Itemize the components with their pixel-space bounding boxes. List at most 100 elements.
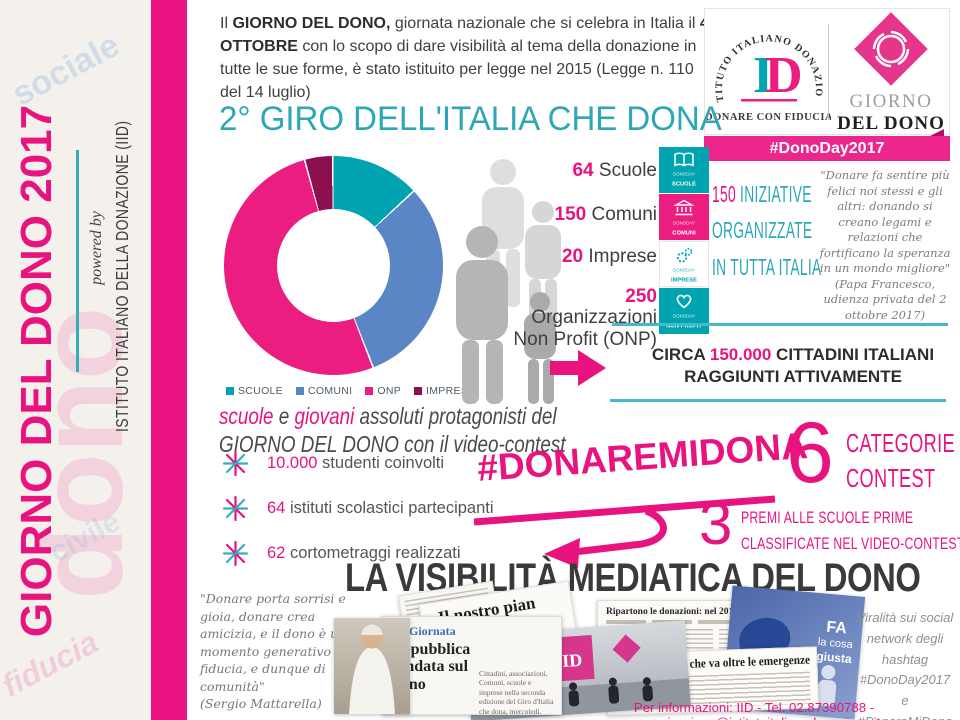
contest-prizes-number: 3 [699,490,733,557]
swoosh-arrow-icon [473,495,776,568]
tv1-id-logo: ID [562,650,583,671]
bullet-row: 10.000 studenti coinvolti [222,450,494,477]
protag-text: assoluti protagonisti del [354,403,557,429]
people-silhouettes [456,159,561,404]
quote-source: (Sergio Mattarella) [200,696,322,711]
stat-label: Scuole [593,160,657,181]
donoday-tile: DONODAY SCUOLE [659,147,709,193]
iid-letter-d: D [765,47,803,104]
pope-photo [334,618,410,714]
pink-vertical-bar [151,0,187,720]
powered-by-label: powered by [88,211,105,285]
gdd-word-deldono: DEL DONO [837,113,945,134]
contest-label: PREMI ALLE SCUOLE PRIME [741,508,914,527]
stat-row: 150 Comuni [497,204,657,226]
bullet-label: studenti coinvolti [317,454,445,472]
legend-label: COMUNI [307,385,353,397]
protag-text: GIORNO DEL DONO [219,431,399,458]
gears-icon [676,248,693,263]
iniziative-line: ORGANIZZATE [712,217,813,244]
sidebar-divider-line [76,150,79,372]
reach-text: CIRCA [651,345,710,364]
tile-top-label: DONODAY [673,220,695,226]
bullet-row: 64 istituti scolastici partecipanti [222,495,494,522]
giorno-del-dono-logo: GIORNO DEL DONO [837,12,945,134]
iniziative-block: 150 INIZIATIVE ORGANIZZATE IN TUTTA ITAL… [712,176,822,285]
legend-swatch [226,387,234,395]
news-clipping-la-giornata: La Giornata Repubblica fondata sul dono … [382,616,562,716]
donoday-banner: #DonoDay2017 [704,129,950,161]
clipping-body: Cittadini, associazioni, Comuni, scuole … [479,669,554,716]
reach-statement: CIRCA 150.000 CITTADINI ITALIANI RAGGIUN… [634,344,952,389]
stat-row: 64 Scuole [497,160,657,182]
legend-swatch [295,387,304,395]
donut-chart [224,156,443,375]
tv2-line: giusta [815,649,853,667]
stat-value: 64 [572,160,594,181]
intro-text: giornata nazionale che si celebra in Ita… [390,15,700,32]
stat-label: Non Profit (ONP) [513,329,657,351]
bank-icon [673,199,695,216]
stat-label: Comuni [586,203,657,225]
protag-text: e [273,403,295,429]
contest-label: CONTEST [846,463,936,494]
tile-top-label: DONODAY [673,171,695,177]
iniziative-line: INIZIATIVE [740,181,812,207]
tile-label: COMUNI [672,229,696,236]
left-sidebar: dono sociale civile fiducia GIORNO DEL D… [0,0,151,720]
contest-prizes-labels: PREMI ALLE SCUOLE PRIME CLASSIFICATE NEL… [741,505,960,556]
iniziative-line: IN TUTTA ITALIA [712,253,822,280]
stat-value: 250 [625,285,657,307]
bullet-row: 62 cortometraggi realizzati [222,540,494,567]
arrow-right-icon [550,350,606,386]
stat-value: 150 [554,203,587,225]
asterisk-icon [222,495,249,522]
iid-logo: ISTITUTO ITALIANO DONAZIONE I D DONARE C… [707,12,831,123]
stat-label: Imprese [583,245,657,267]
donoday-tile: DONODAY NON PROFIT [659,288,709,334]
bullet-label: istituti scolastici partecipanti [285,499,494,517]
logos-card: ISTITUTO ITALIANO DONAZIONE I D DONARE C… [704,8,950,135]
donoday-banner-label: #DonoDay2017 [769,140,885,157]
quote-source: (Papa Francesco, udienza privata del 2 o… [823,276,947,322]
asterisk-icon [222,540,249,567]
reach-number: 150.000 [709,345,772,364]
sidebar-org-label: ISTITUTO ITALIANO DELLA DONAZIONE (IID) [112,120,132,432]
logo-divider [828,24,829,120]
bullet-number: 62 [267,544,286,562]
mattarella-quote: "Donare porta sorrisi e gioia, donare cr… [200,590,350,713]
intro-text: con lo scopo di dare visibilità al tema … [220,38,697,102]
book-icon [674,152,694,167]
tile-top-label: DONODAY [673,267,695,273]
sidebar-title: GIORNO DEL DONO 2017 [12,104,61,638]
tile-top-label: DONODAY [673,313,695,319]
quote-text: "Donare porta sorrisi e gioia, donare cr… [200,591,348,694]
asterisk-icon [222,450,249,477]
legend-item: ONP [365,385,401,397]
pope-silhouette [349,624,395,714]
heart-icon [676,294,692,309]
intro-paragraph: Il GIORNO DEL DONO, giornata nazionale c… [220,12,710,104]
clipping-kicker: La Giornata [392,624,456,638]
tile-label: SCUOLE [671,180,697,187]
banner-fold [930,129,944,136]
stat-value: 20 [561,245,584,267]
contest-label: CATEGORIE [846,428,955,458]
tv2-caption: FA la cosa giusta [816,617,855,667]
donoday-tile: DONODAY COMUNI [659,194,709,240]
legend-item: SCUOLE [226,385,283,397]
stat-row: 250 Organizzazioni Non Profit (ONP) [497,286,657,352]
papa-francesco-quote: "Donare fa sentire più felici noi stessi… [816,168,954,323]
iid-tagline: DONARE CON FIDUCIA [707,112,831,123]
contest-stats: 10.000 studenti coinvolti 64 istituti sc… [222,450,494,585]
contest-label: CLASSIFICATE NEL VIDEO-CONTEST [741,533,960,553]
teal-divider-line [612,323,948,326]
contest-categories-number: 6 [786,405,834,501]
intro-bold: GIORNO DEL DONO, [232,15,391,32]
stats-list: 64 Scuole 150 Comuni 20 Imprese 250 Orga… [497,160,657,369]
donoday-tiles: DONODAY SCUOLE DONODAY COMUNI DONODAY IM… [659,147,709,335]
social-virality-note: Viralità sui social network degli hashta… [856,610,954,720]
intro-text: Il [220,15,233,32]
chart-legend: SCUOLE COMUNI ONP IMPRESE [226,385,475,397]
iid-letter-i: I [753,47,773,104]
